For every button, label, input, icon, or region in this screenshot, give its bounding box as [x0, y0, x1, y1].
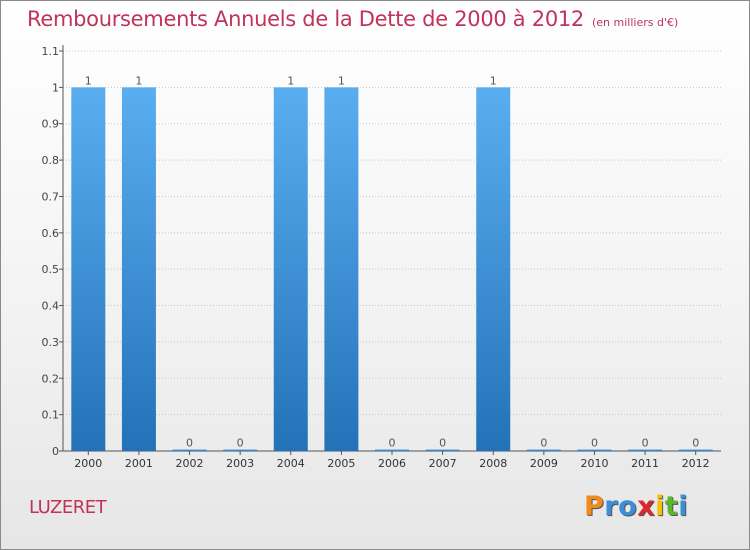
bar — [172, 449, 207, 451]
x-tick-label: 2005 — [327, 457, 355, 470]
chart-subtitle: (en milliers d'€) — [592, 16, 679, 29]
data-label: 0 — [540, 437, 547, 450]
data-label: 1 — [287, 74, 294, 87]
y-tick-label: 0.3 — [42, 336, 60, 349]
data-label: 0 — [642, 437, 649, 450]
data-label: 0 — [389, 437, 396, 450]
bar — [678, 449, 713, 451]
bar — [121, 87, 156, 451]
x-tick-label: 2007 — [429, 457, 457, 470]
logo-letter: t — [664, 491, 679, 522]
logo-letter: o — [618, 491, 638, 522]
data-label: 1 — [85, 74, 92, 87]
bar — [375, 449, 409, 451]
x-tick-label: 2002 — [176, 457, 204, 470]
bar — [273, 87, 308, 451]
proxiti-logo: Proxiti — [584, 491, 688, 522]
x-tick-label: 2000 — [74, 457, 102, 470]
x-tick-label: 2012 — [682, 457, 710, 470]
data-label: 0 — [237, 437, 244, 450]
logo-letter: i — [678, 491, 689, 522]
x-tick-label: 2001 — [125, 457, 153, 470]
y-tick-label: 0.6 — [42, 227, 60, 240]
bar — [526, 449, 561, 451]
bar — [223, 449, 258, 451]
logo-letter: r — [604, 491, 619, 522]
x-tick-label: 2006 — [378, 457, 406, 470]
y-tick-label: 0.2 — [42, 372, 60, 385]
x-tick-label: 2008 — [479, 457, 507, 470]
y-tick-label: 0.1 — [42, 409, 60, 422]
x-tick-label: 2004 — [277, 457, 305, 470]
logo-letter: x — [637, 491, 656, 522]
y-tick-label: 0.4 — [42, 300, 60, 313]
bar — [324, 87, 359, 451]
chart-title: Remboursements Annuels de la Dette de 20… — [27, 7, 678, 31]
bar — [577, 449, 612, 451]
x-tick-label: 2009 — [530, 457, 558, 470]
y-tick-label: 0.9 — [42, 118, 60, 131]
y-tick-label: 1.1 — [42, 45, 60, 58]
logo-letter: i — [655, 491, 665, 522]
data-label: 1 — [338, 74, 345, 87]
logo-letter: P — [584, 491, 605, 522]
data-label: 1 — [135, 74, 142, 87]
bar — [71, 87, 106, 451]
bar — [628, 449, 663, 451]
data-label: 1 — [490, 74, 497, 87]
bar — [425, 449, 460, 451]
y-tick-label: 1 — [52, 81, 59, 94]
data-label: 0 — [439, 437, 446, 450]
x-tick-label: 2010 — [580, 457, 608, 470]
data-label: 0 — [591, 437, 598, 450]
data-label: 0 — [186, 437, 193, 450]
x-tick-label: 2003 — [226, 457, 254, 470]
y-tick-label: 0.5 — [42, 263, 60, 276]
data-label: 0 — [692, 437, 699, 450]
chart-title-text: Remboursements Annuels de la Dette de 20… — [27, 7, 584, 31]
y-tick-label: 0 — [52, 445, 59, 458]
y-tick-label: 0.7 — [42, 190, 60, 203]
place-name: LUZERET — [29, 497, 107, 518]
bar — [476, 87, 511, 451]
y-tick-label: 0.8 — [42, 154, 60, 167]
x-tick-label: 2011 — [631, 457, 659, 470]
